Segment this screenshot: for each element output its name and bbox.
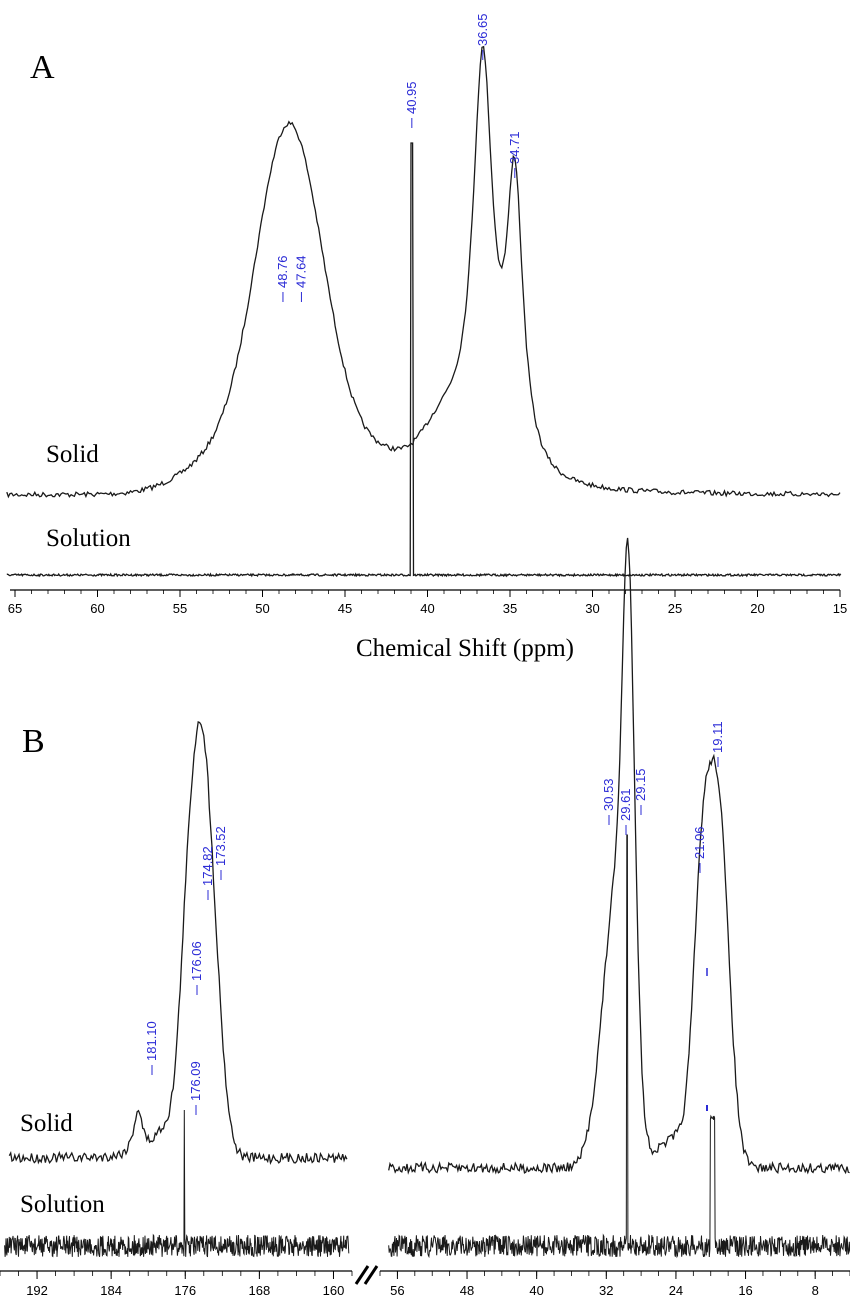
x-tick-label: 30	[585, 601, 599, 616]
panel-a-solution-trace	[6, 142, 842, 578]
panel-b: B Solid Solution 181.10 176.06 174.82173.5…	[0, 537, 850, 1298]
panel-b-solution-trace-left	[4, 1109, 350, 1258]
panel-a-solution-label: Solution	[46, 525, 131, 552]
x-tick-label: 20	[750, 601, 764, 616]
panel-a-solid-trace	[6, 45, 841, 499]
x-tick-label: 60	[90, 601, 104, 616]
panel-a-peak-labels: 48.76 47.64 36.65 34.71 40.95	[275, 13, 522, 302]
x-tick-label: 32	[599, 1283, 613, 1298]
peak-label: 34.71	[507, 131, 522, 164]
x-tick-label: 176	[174, 1283, 196, 1298]
peak-label: 29.15	[633, 768, 648, 801]
panel-b-x-ticks: 192 184 176 168 160 56 48 40 32 24 16 8	[0, 1271, 850, 1298]
x-tick-label: 55	[173, 601, 187, 616]
x-tick-label: 25	[668, 601, 682, 616]
peak-label: 21.06	[692, 826, 707, 859]
x-tick-label: 50	[255, 601, 269, 616]
panel-a-solid-label: Solid	[46, 441, 99, 468]
peak-label: 174.82	[200, 846, 215, 886]
x-tick-label: 40	[420, 601, 434, 616]
x-tick-label: 160	[323, 1283, 345, 1298]
peak-label: 40.95	[404, 81, 419, 114]
peak-label: 173.52	[213, 826, 228, 866]
x-tick-label: 45	[338, 601, 352, 616]
x-tick-label: 184	[100, 1283, 122, 1298]
peak-label: 19.11	[710, 721, 725, 753]
x-tick-label: 40	[529, 1283, 543, 1298]
x-tick-label: 56	[390, 1283, 404, 1298]
panel-b-solution-label: Solution	[20, 1191, 105, 1218]
panel-a: A Solid Solution 48.76 47.64 36.65 34.71 40.…	[6, 13, 847, 662]
x-tick-label: 8	[812, 1283, 819, 1298]
panel-a-x-axis-title: Chemical Shift (ppm)	[356, 635, 574, 662]
x-tick-label: 24	[669, 1283, 683, 1298]
peak-label: 30.53	[601, 778, 616, 811]
peak-label: 176.06	[189, 941, 204, 981]
peak-label: 181.10	[144, 1021, 159, 1061]
x-tick-label: 65	[8, 601, 22, 616]
axis-break-marker	[354, 1265, 379, 1285]
peak-label: 48.76	[275, 255, 290, 288]
x-tick-label: 192	[26, 1283, 48, 1298]
x-tick-label: 15	[833, 601, 847, 616]
panel-b-solid-trace-right	[388, 537, 850, 1175]
panel-b-solid-label: Solid	[20, 1110, 73, 1137]
x-tick-label: 35	[503, 601, 517, 616]
peak-label: 29.61	[618, 788, 633, 821]
x-tick-label: 16	[738, 1283, 752, 1298]
panel-b-label: B	[22, 723, 45, 760]
x-tick-label: 48	[460, 1283, 474, 1298]
x-tick-label: 168	[249, 1283, 271, 1298]
panel-b-solution-trace-right	[388, 834, 850, 1259]
peak-label: 47.64	[293, 255, 308, 288]
panel-b-solid-trace-left	[8, 720, 348, 1165]
peak-label: 176.09	[188, 1061, 203, 1101]
peak-label: 36.65	[475, 13, 490, 46]
panel-a-label: A	[30, 49, 55, 86]
panel-a-x-ticks: 65 60 55 50 45 40 35 30 25 20 15	[8, 590, 847, 616]
